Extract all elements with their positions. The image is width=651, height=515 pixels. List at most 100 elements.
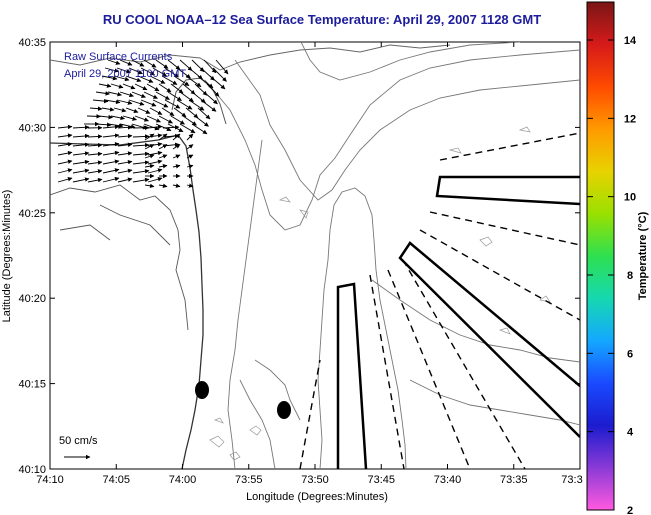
current-vector: [158, 164, 168, 169]
current-vector: [203, 59, 217, 74]
current-vector: [102, 176, 120, 183]
currents-label: Raw Surface Currents: [64, 51, 173, 63]
current-vector: [186, 154, 194, 159]
current-vector: [134, 83, 148, 91]
current-vector: [186, 144, 194, 150]
figure-title: RU COOL NOAA–12 Sea Surface Temperature:…: [103, 12, 541, 27]
current-vector: [179, 91, 194, 103]
x-tick-label: 73:50: [301, 474, 329, 486]
colorbar-ticks: 14 12 10 8 6 4 2: [587, 35, 637, 515]
colorbar-tick-label: 14: [624, 35, 637, 47]
buoy-east-marker: [277, 401, 291, 419]
current-vector: [72, 133, 90, 139]
current-vector: [212, 67, 227, 82]
current-vector: [158, 183, 168, 188]
current-vector: [72, 151, 90, 156]
sst-contour-mid: [234, 59, 580, 201]
current-vector: [98, 83, 112, 88]
current-vector: [116, 99, 133, 105]
current-vector: [144, 133, 155, 141]
survey-polygons: [336, 175, 580, 469]
x-tick-label: 74:00: [169, 474, 197, 486]
colorbar-tick-label: 8: [627, 270, 633, 282]
current-vector: [144, 154, 155, 159]
current-vector: [104, 99, 121, 105]
current-vector: [167, 123, 184, 133]
x-tick-label: 74:05: [102, 474, 130, 486]
current-vector: [173, 107, 187, 118]
current-vector: [113, 75, 130, 82]
current-vector: [57, 124, 73, 130]
current-vector: [102, 124, 120, 130]
current-vector: [200, 99, 217, 112]
current-vector: [170, 115, 185, 125]
current-vector: [144, 163, 155, 169]
current-vector: [185, 75, 202, 88]
current-vector: [57, 159, 73, 165]
colorbar-label: Temperature (°C): [637, 211, 649, 300]
current-vector: [57, 150, 73, 156]
current-vector: [117, 133, 133, 139]
current-vector: [172, 183, 181, 188]
current-vector: [132, 151, 150, 157]
current-vector: [104, 67, 119, 73]
current-vector: [131, 123, 148, 130]
current-vector: [172, 133, 181, 141]
current-vector: [147, 177, 163, 183]
current-vector: [209, 75, 226, 90]
current-vector: [119, 59, 133, 66]
current-vector: [101, 107, 115, 112]
current-vector: [191, 123, 208, 135]
current-vector: [87, 177, 103, 183]
current-vector: [87, 142, 103, 148]
current-vector: [102, 133, 120, 138]
current-vector: [116, 67, 131, 74]
current-vector: [144, 144, 155, 150]
current-vector: [147, 168, 163, 174]
current-vector: [158, 83, 172, 93]
current-vector: [131, 91, 146, 98]
current-vector: [86, 114, 101, 119]
current-vector: [186, 183, 194, 188]
currents-timestamp: April 29, 2007 1100 GMT: [64, 68, 186, 80]
current-vector: [122, 115, 137, 121]
current-vector: [107, 91, 122, 97]
x-tick-label: 74:10: [36, 474, 64, 486]
current-vector: [57, 168, 73, 174]
current-vector: [147, 159, 163, 165]
current-vector: [87, 169, 103, 174]
current-vector: [176, 67, 191, 79]
current-vector: [102, 150, 120, 156]
buoy-west-marker: [195, 381, 209, 399]
current-vector: [186, 133, 194, 141]
x-axis-ticks: 74:10 74:05 74:00 73:55 73:50 73:45 73:40 73:35…: [36, 42, 583, 486]
current-vector: [57, 142, 73, 147]
sst-contour-south: [239, 359, 301, 469]
current-vector: [117, 159, 133, 165]
current-vector: [158, 144, 168, 150]
current-vector: [107, 59, 121, 65]
x-tick-label: 73:3: [561, 474, 582, 486]
current-vector: [57, 133, 73, 138]
current-vector: [152, 67, 167, 77]
current-vector: [95, 122, 112, 128]
current-vector: [132, 142, 150, 148]
map-frame: [49, 41, 581, 470]
current-vector: [149, 75, 166, 84]
current-vector: [186, 164, 194, 169]
current-vector: [92, 98, 109, 104]
current-vector: [164, 99, 181, 109]
current-vector: [87, 151, 103, 157]
current-vector: [72, 168, 90, 174]
current-vector: [172, 144, 181, 150]
x-tick-label: 73:45: [367, 474, 395, 486]
current-vector: [170, 83, 184, 94]
current-vector: [72, 159, 90, 165]
current-vector: [185, 107, 199, 119]
current-vector: [172, 164, 181, 169]
current-vector: [132, 134, 150, 139]
current-vector: [72, 142, 90, 147]
current-vector: [87, 134, 103, 139]
y-axis-ticks: 40:35 40:30 40:25 40:20 40:15 40:10: [18, 37, 580, 476]
colorbar-tick-label: 6: [627, 348, 633, 360]
